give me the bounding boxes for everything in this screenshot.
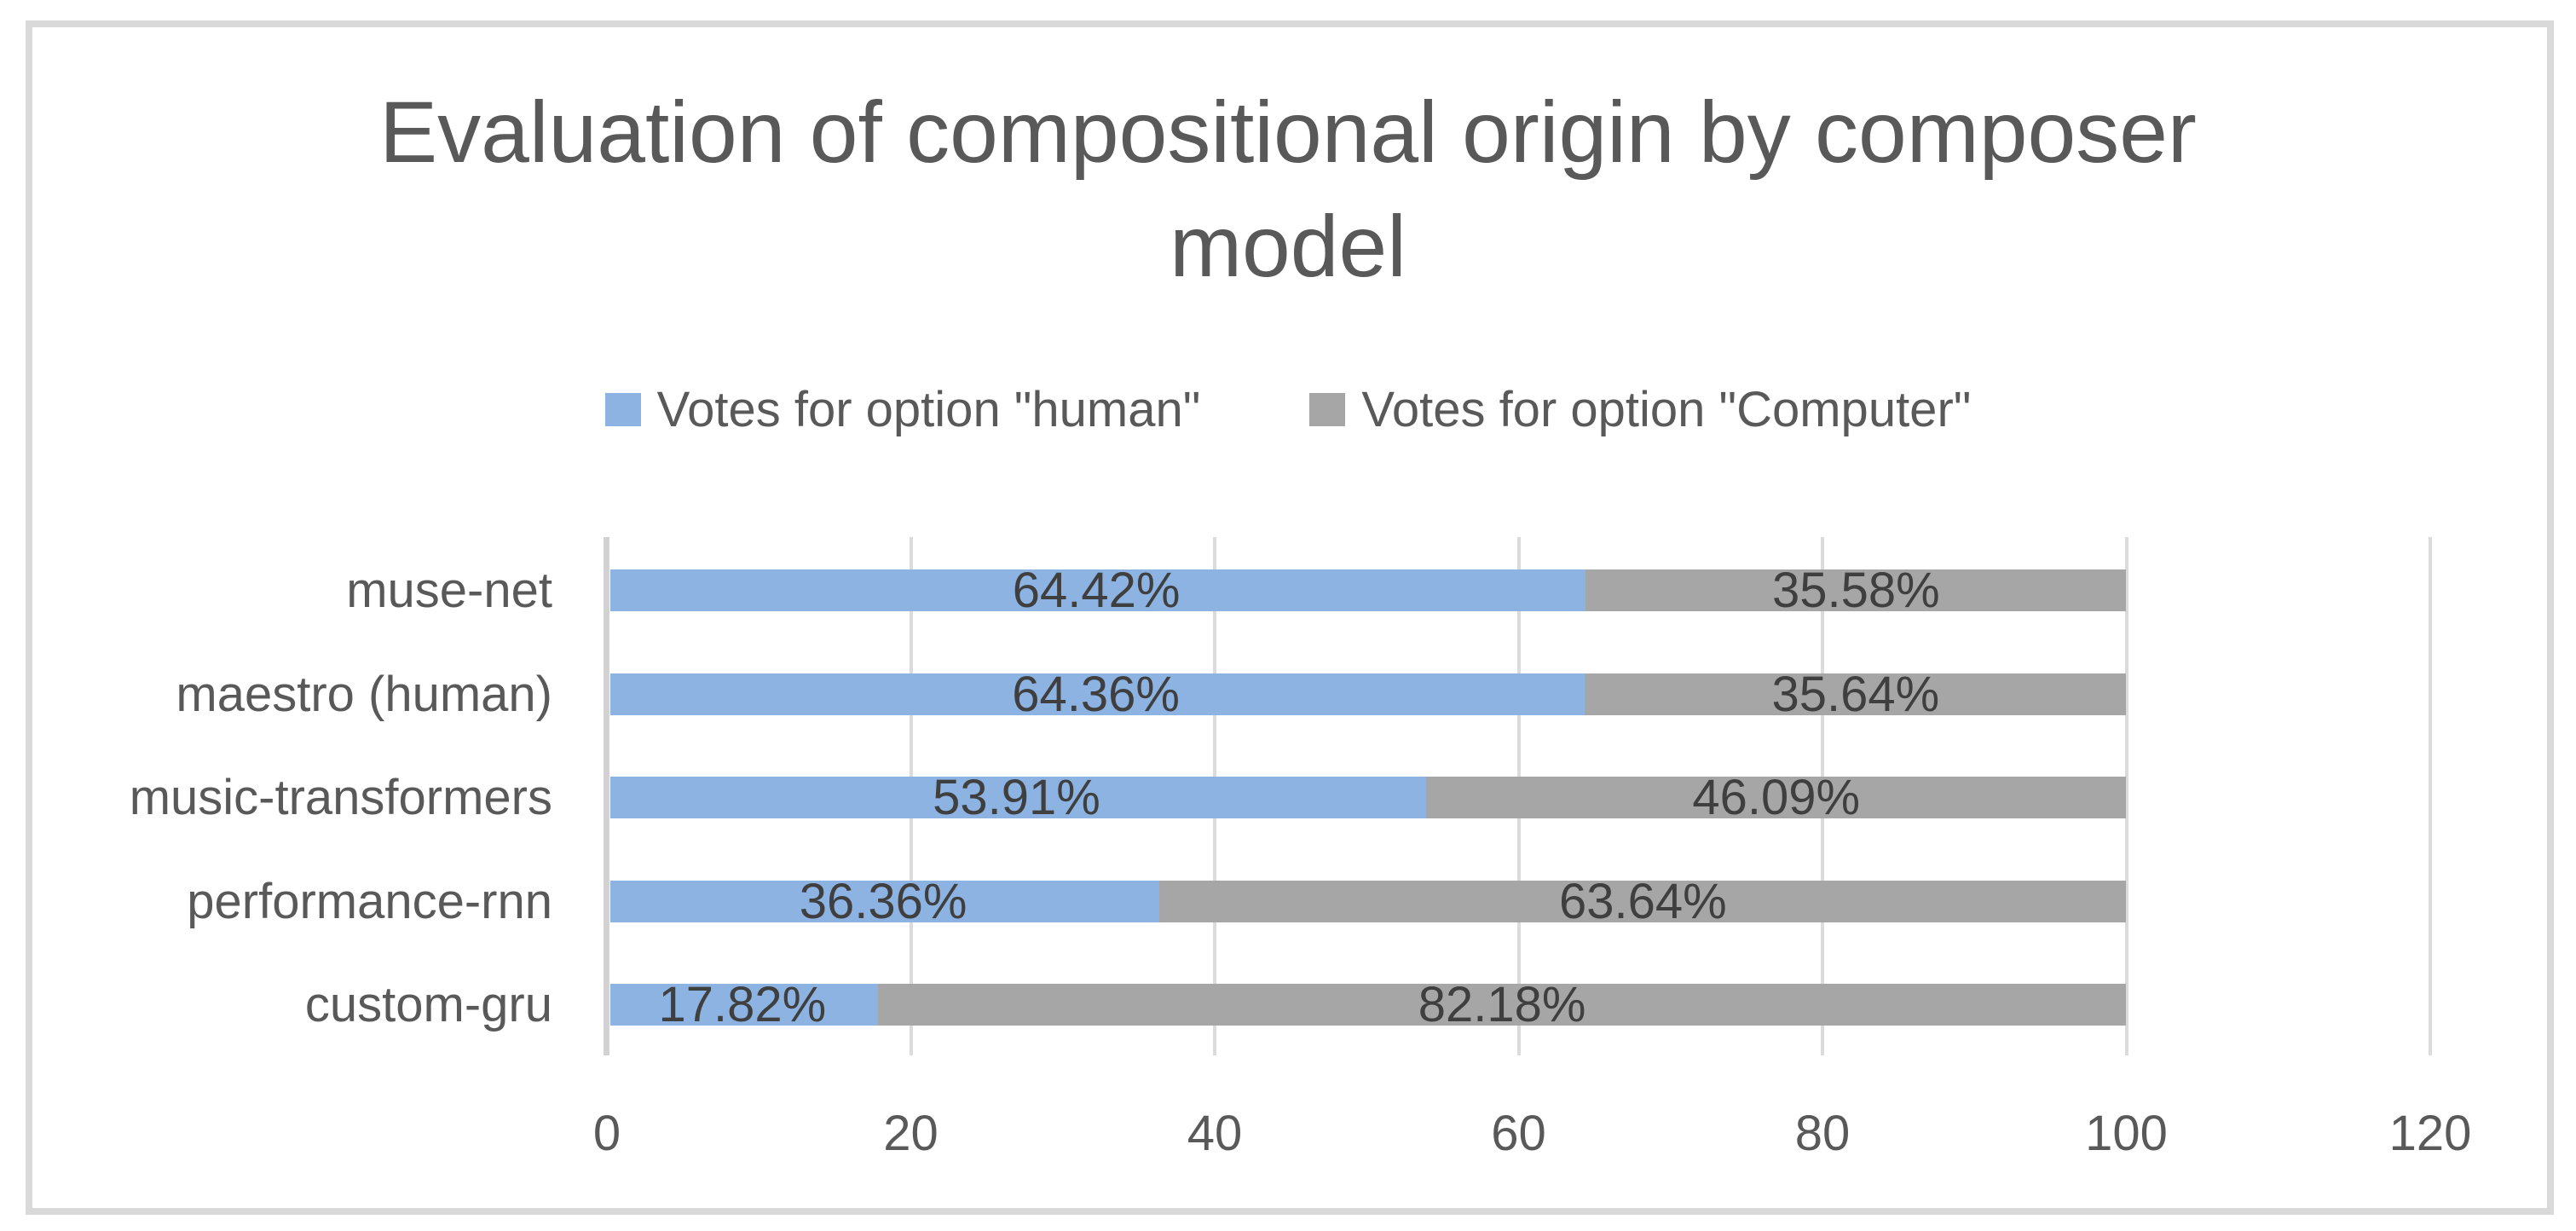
chart-title: Evaluation of compositional origin by co… [0, 75, 2576, 303]
bar-human-1[interactable] [610, 673, 1585, 715]
category-axis-line [604, 537, 609, 1055]
category-label-3: performance-rnn [187, 873, 552, 929]
x-tick-label-60: 60 [1491, 1106, 1546, 1161]
bar-computer-1[interactable] [1585, 673, 2127, 715]
bar-human-2[interactable] [610, 777, 1426, 819]
bar-computer-label-2: 46.09% [1692, 770, 1861, 826]
x-tick-label-20: 20 [883, 1106, 939, 1161]
bar-computer-4[interactable] [877, 984, 2127, 1026]
category-label-0: muse-net [346, 563, 552, 618]
x-tick-label-100: 100 [2085, 1106, 2168, 1161]
legend: Votes for option "human" Votes for optio… [0, 381, 2576, 438]
bar-human-3[interactable] [610, 880, 1160, 922]
chart-title-line-1: Evaluation of compositional origin by co… [379, 84, 2197, 181]
bar-computer-0[interactable] [1585, 569, 2127, 611]
bar-human-0[interactable] [610, 569, 1586, 611]
bar-human-label-2: 53.91% [933, 770, 1100, 826]
bar-human-label-0: 64.42% [1012, 563, 1181, 618]
x-tick-label-0: 0 [592, 1106, 621, 1161]
gridline-100 [2124, 537, 2128, 1055]
bar-computer-label-3: 63.64% [1558, 873, 1727, 929]
legend-swatch-computer-icon [1309, 392, 1346, 426]
x-tick-label-120: 120 [2388, 1106, 2472, 1161]
gridline-120 [2429, 537, 2432, 1055]
bar-human-4[interactable] [610, 984, 878, 1026]
legend-label-human: Votes for option "human" [656, 381, 1201, 437]
x-tick-label-40: 40 [1187, 1106, 1243, 1161]
x-tick-label-80: 80 [1794, 1106, 1851, 1161]
category-label-4: custom-gru [304, 977, 552, 1033]
bar-human-label-1: 64.36% [1012, 666, 1180, 722]
bar-computer-2[interactable] [1425, 777, 2127, 819]
bar-computer-3[interactable] [1159, 880, 2127, 922]
legend-item-computer[interactable]: Votes for option "Computer" [1309, 381, 1971, 438]
chart-title-line-2: model [1170, 198, 1406, 295]
bar-human-label-4: 17.82% [658, 977, 827, 1033]
bar-human-label-3: 36.36% [799, 873, 967, 929]
category-label-1: maestro (human) [176, 666, 552, 722]
bar-computer-label-0: 35.58% [1772, 563, 1940, 618]
legend-item-human[interactable]: Votes for option "human" [604, 381, 1201, 438]
category-label-2: music-transformers [129, 770, 552, 826]
bar-computer-label-4: 82.18% [1418, 977, 1586, 1033]
legend-swatch-human-icon [604, 392, 641, 426]
legend-label-computer: Votes for option "Computer" [1361, 381, 1972, 437]
bar-computer-label-1: 35.64% [1771, 666, 1940, 722]
